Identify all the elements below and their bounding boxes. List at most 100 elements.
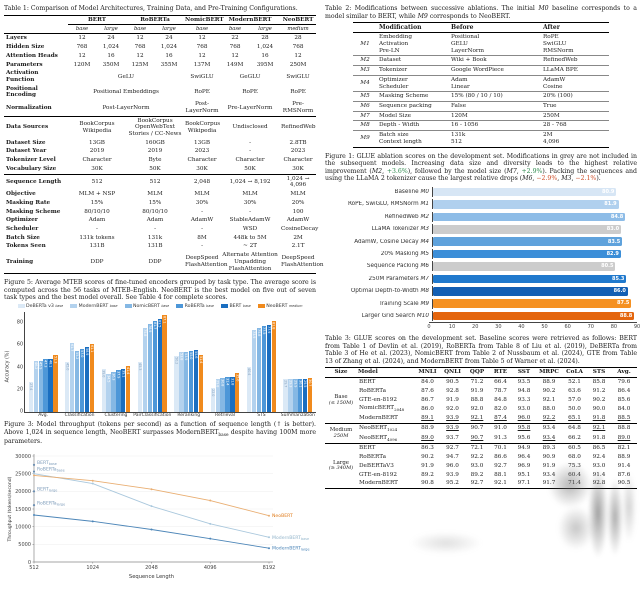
caption-part: ), followed by the model size (: [407, 167, 507, 175]
bar: 29.7: [283, 378, 288, 412]
score-cell: 82.0: [494, 405, 507, 412]
model-name-sub: 1024: [387, 426, 398, 432]
ablation-id: M5: [360, 93, 370, 100]
ablation-id: M8: [360, 122, 370, 129]
table-cell: BookCorpus OpenWebText Stories / CC-News: [126, 116, 184, 139]
model-size-subheader: base: [75, 26, 89, 33]
table-cell: StableAdamW: [229, 217, 271, 224]
figure3-caption: Figure 3: Model throughput (tokens per s…: [4, 421, 316, 446]
table-cell: 100: [292, 208, 304, 215]
bar-value-label: 81.9: [604, 201, 617, 208]
bar-value-label: 77.5: [261, 326, 266, 335]
bar-value-label: 83.5: [157, 320, 162, 328]
row-label: Data Sources: [6, 124, 49, 131]
table-cell: 50K: [244, 165, 256, 172]
bar-row: AdamW, Cosine Decay M4 83.5: [325, 235, 637, 247]
score-cell: 88.9: [542, 379, 556, 386]
ablation-tag: M4: [420, 238, 429, 245]
bar-row: Optimal Depth-to-Width M8 86.0: [325, 285, 637, 297]
bar-row: RefinedWeb M2 84.8: [325, 211, 637, 223]
cell-line: True: [543, 102, 557, 109]
score-cell: 86.7: [421, 396, 434, 403]
bar: 39.0: [101, 368, 106, 412]
bar-value-label: 30.7: [308, 378, 313, 387]
legend-swatch: [176, 304, 184, 309]
bar-category-label: Baseline M0: [325, 189, 432, 195]
row-label: Layers: [6, 35, 27, 42]
score-cell: 93.9: [446, 425, 459, 432]
column-header: STS: [592, 369, 606, 376]
score-cell: 95.6: [517, 435, 531, 442]
model-size-subheader: base: [195, 26, 209, 33]
bar-group: 45.3 75.8 78.9 81.7 83.5 87.1 PairClassificati…: [133, 312, 171, 418]
bar-group: 40.4 73.9 75.8 77.5 77.9 81.8 STS: [247, 312, 276, 418]
score-cell: 89.3: [542, 445, 556, 452]
table1-table: BERT RoBERTa NomicBERT ModernBERT NeoBERT bas…: [4, 14, 324, 275]
model-name-text: ModernBERT: [359, 415, 398, 422]
bar: 77.5: [261, 325, 267, 412]
bar-row: Baseline M0 80.9: [325, 186, 637, 198]
bar-value-label: 73.9: [252, 330, 257, 339]
cell-line: FlashAttention: [228, 265, 272, 272]
label-text: AdamW, Cosine Decay: [354, 238, 421, 245]
bar-value-label: 39.1: [121, 369, 126, 377]
caption-part: M6: [522, 175, 533, 183]
table-cell: True: [541, 101, 609, 111]
score-cell: 85.8: [592, 379, 606, 386]
point-marker: [32, 489, 36, 493]
cell-line: False: [451, 102, 467, 109]
table-cell: 15% (80 / 10 / 10): [449, 92, 541, 102]
x-tick-label: 60: [564, 324, 571, 331]
bar-category-label: 250M Parameters M7: [325, 276, 432, 282]
caption-part: ). Packing the sequences and using the L…: [325, 167, 637, 183]
table-cell: 12: [198, 52, 206, 59]
caption-part: base: [218, 432, 229, 438]
bar: 30.7: [307, 377, 313, 412]
bar-track: 86.0: [432, 286, 637, 297]
bar: 85.3: [433, 274, 627, 284]
point-label: RoBERTabase: [37, 466, 65, 472]
score-cell: 89.1: [421, 415, 434, 422]
bar-row: 20% Masking M5 82.9: [325, 248, 637, 260]
y-tick-label: 5000: [18, 542, 31, 548]
y-axis-title: Throughput (tokens/second): [7, 476, 13, 542]
score-cell: 84.0: [617, 405, 631, 412]
bar-group: 45.0 61.7 55.2 57.0 58.9 61.1 Classification: [65, 312, 94, 418]
ablation-id: M3: [360, 67, 370, 74]
bar: 55.6: [193, 350, 199, 412]
caption-part: M7: [506, 167, 517, 175]
table-cell: 30K: [91, 165, 103, 172]
cell-line: Positional: [451, 34, 480, 41]
bar-value-label: 29.3: [288, 380, 293, 388]
table-cell: 250M: [541, 111, 609, 121]
caption-part: +2.9%: [521, 167, 543, 175]
table-cell: AdamW: [286, 217, 310, 224]
cell-line: Wiki + Book: [451, 57, 487, 64]
score-cell: 78.7: [494, 387, 507, 394]
score-cell: 90.7: [470, 425, 484, 432]
cell-line: Embedding: [379, 34, 412, 41]
model-name: NeoBERT4096: [357, 434, 415, 444]
marker: [33, 474, 35, 477]
caption-part: ).: [596, 175, 601, 183]
table-cell: 131B: [89, 243, 105, 250]
y-tick-label: 60: [16, 342, 23, 348]
series-end-label-sub: base: [301, 536, 309, 540]
size-range: (≤ 150M): [328, 399, 354, 406]
row-label: Activation Function: [6, 70, 39, 83]
marker: [209, 537, 212, 540]
score-cell: 79.6: [617, 379, 631, 386]
table-cell: 16: [107, 52, 115, 59]
score-cell: 90.5: [446, 379, 459, 386]
y-tick-label: 40: [16, 365, 23, 370]
table-cell: DDP: [148, 258, 162, 265]
bar-value-label: 87.5: [616, 300, 630, 307]
ablation-tag: M3: [420, 226, 429, 233]
y-axis-title-text: Accuracy (%): [5, 350, 11, 383]
table-cell: MLM: [147, 191, 163, 198]
bar: 75.8: [142, 327, 148, 412]
bar-value-label: 45.9: [38, 361, 43, 370]
x-tick-label: 512: [29, 565, 39, 571]
table-cell: 80/10/10: [84, 208, 110, 215]
